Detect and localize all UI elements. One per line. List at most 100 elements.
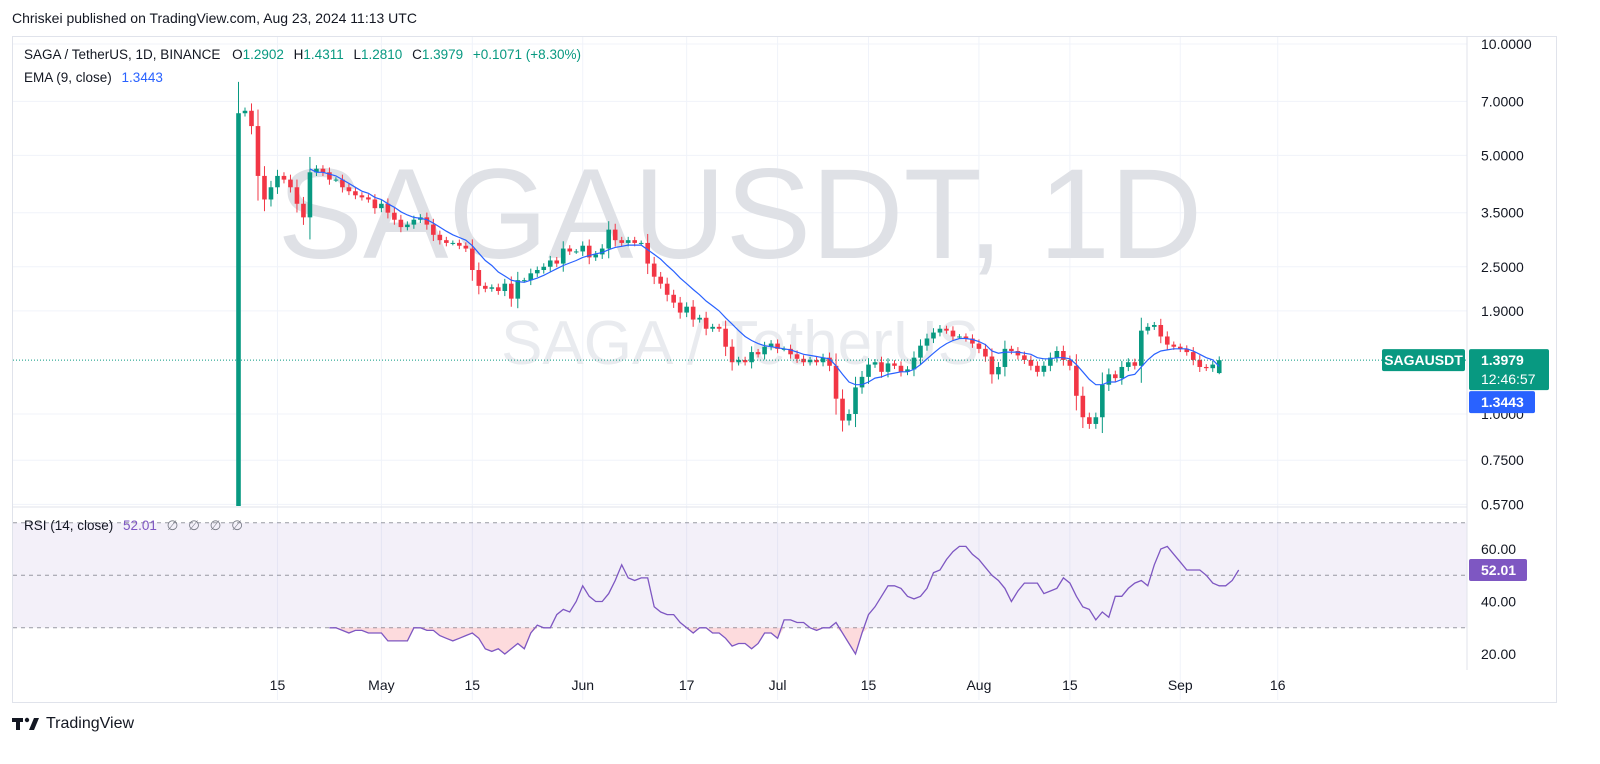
candle-body xyxy=(853,387,858,414)
candle-body xyxy=(885,363,891,372)
candle-body xyxy=(541,266,547,271)
candle-body xyxy=(1002,348,1008,367)
rsi-oversold-fill xyxy=(420,627,538,654)
legend-open-label: O xyxy=(232,47,243,62)
time-tick-label: May xyxy=(368,677,394,693)
candle-body xyxy=(1126,362,1131,367)
candle-body xyxy=(599,248,605,255)
candle-body xyxy=(788,348,793,355)
candle-body xyxy=(1028,359,1034,366)
candle-body xyxy=(1080,395,1086,418)
candle-body xyxy=(911,357,917,370)
candle-body xyxy=(301,203,306,218)
candle-body xyxy=(242,110,248,114)
candle-body xyxy=(1100,384,1105,418)
candle-body xyxy=(281,175,287,180)
rsi-line xyxy=(329,545,1240,656)
candle-body xyxy=(606,229,612,249)
candle-body xyxy=(1041,365,1047,372)
candle-body xyxy=(619,240,625,243)
candle-body xyxy=(924,338,930,346)
candle-body xyxy=(866,364,871,377)
ohlc-legend: SAGA / TetherUS, 1D, BINANCE O1.2902 H1.… xyxy=(24,47,581,62)
candle-body xyxy=(262,175,267,200)
rsi-background xyxy=(13,522,1467,629)
candle-body xyxy=(1061,351,1066,360)
legend-high: 1.4311 xyxy=(303,47,344,62)
candle-body xyxy=(983,348,988,357)
candle-body xyxy=(736,359,741,363)
candle-body xyxy=(729,346,735,363)
legend-close: 1.3979 xyxy=(421,47,464,62)
rsi-path xyxy=(329,545,1240,656)
candle-body xyxy=(463,245,469,249)
candle-body xyxy=(762,346,767,355)
price-tags: SAGAUSDT 1.3979 12:46:57 1.3443 52.01 xyxy=(1382,349,1549,581)
publisher-line: Chriskei published on TradingView.com, A… xyxy=(12,10,417,26)
candle-body xyxy=(716,326,722,329)
candle-body xyxy=(255,126,261,176)
candle-body xyxy=(833,365,839,399)
candle-body xyxy=(547,260,553,267)
bar-countdown-label: 12:46:57 xyxy=(1481,371,1536,387)
candle-body xyxy=(320,168,326,173)
ema-legend[interactable]: EMA (9, close) 1.3443 xyxy=(24,70,163,85)
price-chart[interactable]: SAGAUSDT, 1D SAGA / TetherUS 10.0000 7.00… xyxy=(0,0,1600,710)
candle-body xyxy=(684,306,689,313)
candle-body xyxy=(931,332,936,339)
candle-body xyxy=(1022,355,1027,360)
candle-body xyxy=(755,352,761,355)
price-tick-label: 2.5000 xyxy=(1481,259,1524,275)
rsi-extra-1: ∅ xyxy=(166,518,179,533)
ema-legend-label: EMA (9, close) xyxy=(24,70,112,85)
legend-symbol[interactable]: SAGA / TetherUS, 1D, BINANCE xyxy=(24,47,221,62)
candle-body xyxy=(534,270,540,274)
candle-body xyxy=(1035,365,1040,372)
candle-body xyxy=(1119,366,1125,379)
candle-body xyxy=(1106,374,1112,385)
candle-body xyxy=(625,240,631,243)
candle-body xyxy=(359,195,365,198)
symbol-watermark: SAGAUSDT, 1D SAGA / TetherUS xyxy=(278,143,1203,378)
candle-body xyxy=(385,203,391,213)
rsi-extra-3: ∅ xyxy=(209,518,222,533)
candle-body xyxy=(294,187,300,204)
candle-body xyxy=(327,172,332,180)
candle-body xyxy=(268,187,274,200)
candle-body xyxy=(794,354,800,359)
rsi-tick-label: 60.00 xyxy=(1481,541,1516,557)
symbol-tag-label: SAGAUSDT xyxy=(1384,352,1463,368)
candle-body xyxy=(496,287,501,291)
candle-body xyxy=(489,287,495,289)
candle-body xyxy=(892,363,897,366)
candle-body xyxy=(333,179,339,181)
candle-body xyxy=(846,414,852,421)
candle-body xyxy=(1015,351,1021,356)
candle-body xyxy=(1113,374,1118,379)
candle-body xyxy=(1210,364,1216,369)
candle-body xyxy=(612,229,618,241)
rsi-oversold-fill xyxy=(686,627,700,633)
candle-body xyxy=(470,248,475,271)
rsi-legend[interactable]: RSI (14, close) 52.01 ∅ ∅ ∅ ∅ xyxy=(24,518,243,534)
footer-brand-text: TradingView xyxy=(46,715,135,732)
candle-body xyxy=(768,343,774,347)
candle-body xyxy=(1190,352,1196,360)
candle-body xyxy=(827,357,832,366)
candle-body xyxy=(580,245,586,252)
candle-body xyxy=(437,234,443,241)
candle-body xyxy=(1145,326,1151,331)
ema-value-label: 1.3443 xyxy=(1481,394,1524,410)
footer-brand[interactable]: TradingView xyxy=(12,715,134,733)
candle-body xyxy=(677,302,683,313)
candle-body xyxy=(236,113,241,507)
candle-body xyxy=(1177,346,1183,349)
candle-body xyxy=(976,343,982,349)
candle-body xyxy=(703,317,709,329)
candle-body xyxy=(366,197,371,200)
rsi-tick-label: 20.00 xyxy=(1481,646,1516,662)
candle-body xyxy=(859,376,865,388)
candle-body xyxy=(411,219,417,225)
time-tick-label: 15 xyxy=(1062,677,1078,693)
candle-body xyxy=(1216,360,1222,374)
